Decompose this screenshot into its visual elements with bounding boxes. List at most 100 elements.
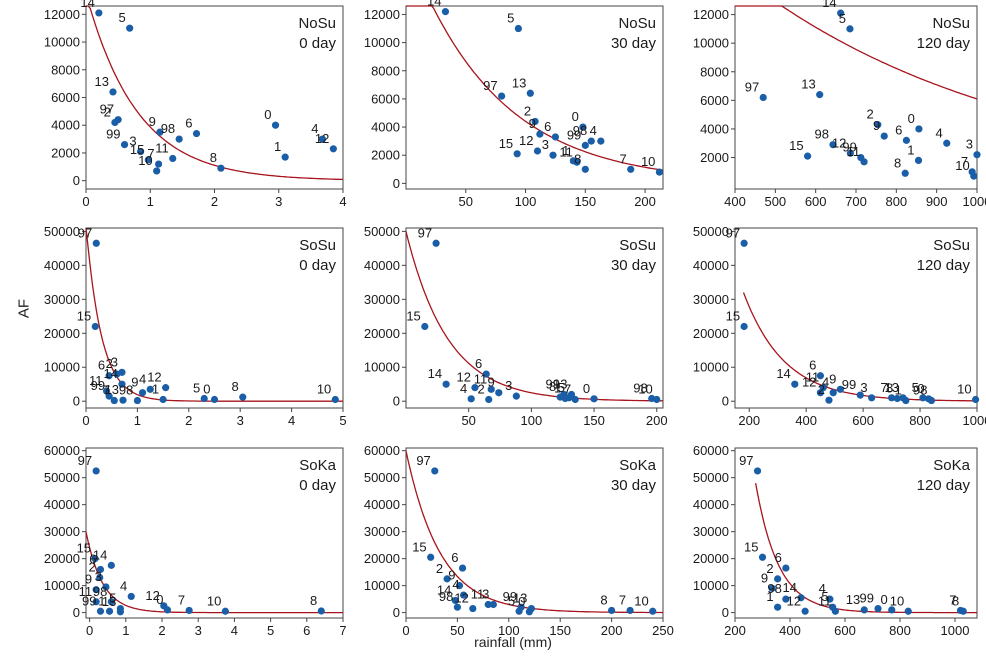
data-point: [485, 395, 493, 404]
x-tick-label: 1000: [963, 413, 986, 428]
point-label: 7: [880, 380, 887, 395]
data-point: [782, 595, 790, 603]
data-point: [829, 389, 837, 397]
data-point: [156, 128, 164, 136]
data-point: [107, 598, 115, 606]
data-point: [819, 384, 827, 392]
data-point: [421, 322, 429, 331]
data-point: [919, 394, 927, 402]
data-point: [489, 600, 497, 609]
point-label: 98: [633, 380, 647, 395]
data-point: [498, 92, 506, 100]
data-point: [816, 372, 825, 380]
point-label: 5: [118, 10, 125, 25]
panel-site: SoSu: [619, 237, 656, 254]
data-point: [902, 136, 911, 144]
x-tick-label: 100: [521, 413, 543, 428]
point-label: 98: [93, 584, 107, 599]
data-point: [487, 385, 495, 393]
point-label: 1: [907, 142, 914, 157]
point-label: 3: [505, 378, 512, 393]
data-point: [467, 395, 475, 403]
x-tick-label: 0: [402, 623, 409, 638]
point-label: 13: [553, 376, 567, 391]
point-label: 15: [77, 541, 91, 556]
data-point: [239, 393, 247, 401]
data-point: [102, 583, 110, 591]
point-label: 99: [503, 589, 517, 604]
y-tick-label: 50000: [364, 224, 400, 239]
point-label: 6: [98, 358, 105, 373]
point-label: 97: [416, 453, 430, 468]
point-label: 15: [744, 539, 758, 554]
x-tick-label: 50: [459, 194, 473, 209]
y-tick-label: 20000: [44, 551, 80, 566]
x-tick-label: 600: [805, 194, 827, 209]
data-point: [317, 607, 325, 615]
data-point: [96, 565, 105, 574]
point-label: 1: [152, 382, 159, 397]
data-point: [846, 25, 854, 33]
point-label: 8: [574, 151, 581, 166]
data-point: [774, 603, 782, 611]
point-label: 7: [961, 154, 968, 169]
x-tick-label: 2: [211, 194, 218, 209]
data-point: [329, 145, 337, 153]
data-point: [155, 160, 163, 168]
data-point: [801, 607, 809, 615]
point-label: 8: [232, 379, 239, 394]
panel-period: 0 day: [299, 477, 336, 494]
point-label: 10: [957, 382, 971, 397]
data-point: [459, 591, 468, 599]
y-axis-label: AF: [15, 298, 33, 319]
panel-frame: [734, 447, 978, 619]
point-label: 6: [775, 550, 782, 565]
point-label: 14: [822, 0, 836, 10]
point-label: 9: [131, 375, 138, 390]
data-point: [110, 396, 118, 405]
data-point: [163, 606, 172, 614]
point-label: 14: [80, 0, 94, 10]
y-tick-label: 20000: [364, 551, 400, 566]
scatter-panel-SoSu-120-day: 2004006008001000010000200003000040000500…: [693, 224, 986, 428]
data-point: [768, 584, 776, 592]
point-label: 9: [149, 114, 156, 129]
point-label: 8: [894, 155, 901, 170]
data-point: [482, 370, 490, 378]
x-tick-label: 100: [515, 194, 537, 209]
y-tick-label: 6000: [700, 93, 729, 108]
panel-site: SoKa: [933, 457, 970, 474]
x-tick-label: 3: [195, 623, 202, 638]
y-tick-label: 0: [393, 394, 400, 409]
x-tick-label: 0: [82, 413, 89, 428]
point-label: 11: [806, 370, 820, 385]
point-label: 2: [818, 382, 825, 397]
x-tick-label: 200: [724, 623, 746, 638]
data-point: [221, 607, 229, 615]
point-label: 97: [78, 453, 92, 468]
point-label: 5: [193, 380, 200, 395]
x-tick-label: 800: [909, 413, 931, 428]
data-point: [138, 389, 147, 397]
x-tick-label: 200: [738, 413, 760, 428]
data-point: [791, 380, 799, 388]
y-tick-label: 40000: [364, 497, 400, 512]
x-tick-label: 500: [764, 194, 786, 209]
point-label: 2: [524, 103, 531, 118]
x-tick-label: 1000: [941, 623, 970, 638]
x-tick-label: 5: [267, 623, 274, 638]
y-tick-label: 8000: [371, 63, 400, 78]
data-point: [581, 165, 589, 173]
x-tick-label: 800: [889, 623, 911, 638]
point-label: 10: [634, 593, 648, 608]
data-point: [91, 322, 99, 331]
point-label: 12: [315, 131, 329, 146]
data-point: [874, 121, 882, 129]
data-point: [653, 395, 661, 404]
y-tick-label: 10000: [44, 578, 80, 593]
data-point: [856, 391, 864, 399]
x-tick-label: 4: [231, 623, 238, 638]
point-label: 13: [512, 75, 526, 90]
y-tick-label: 40000: [693, 258, 729, 273]
